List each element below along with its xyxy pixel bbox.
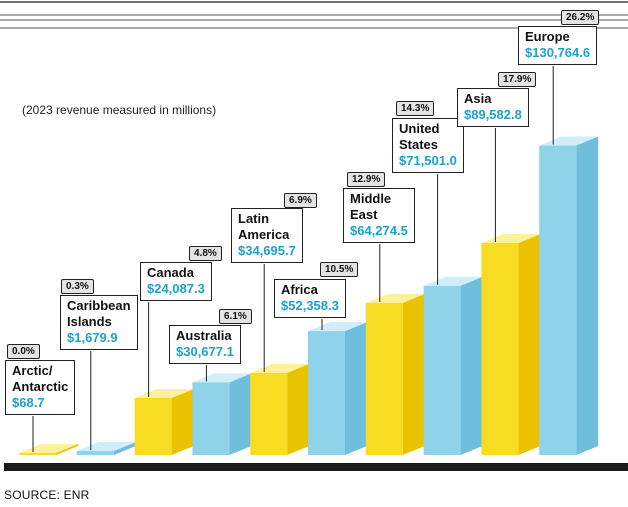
- bar-top: [134, 388, 194, 398]
- bar-10: [539, 136, 599, 455]
- region-name: Arctic/ Antarctic: [12, 363, 69, 394]
- revenue-value: $24,087.3: [147, 281, 205, 296]
- share-badge-4: 6.1%: [219, 309, 252, 324]
- revenue-value: $89,582.8: [464, 107, 522, 122]
- bar-label-4: Australia $30,677.1: [169, 325, 241, 364]
- bar-top: [76, 442, 136, 452]
- bar-label-8: United States $71,501.0: [392, 118, 464, 173]
- region-name: Africa: [281, 282, 318, 297]
- bars-group: [19, 136, 599, 455]
- bar-label-9: Asia $89,582.8: [457, 88, 529, 127]
- region-name: Europe: [525, 29, 570, 44]
- share-badge-3: 4.8%: [189, 246, 222, 261]
- bar-1: [19, 444, 78, 455]
- bar-top: [19, 444, 78, 453]
- bar-top: [308, 322, 367, 332]
- share-badge-5: 6.9%: [284, 193, 317, 208]
- bar-side: [171, 388, 194, 455]
- bar-label-5: Latin America $34,695.7: [231, 208, 303, 263]
- bar-side: [518, 234, 541, 455]
- bar-8: [423, 276, 483, 455]
- leader-lines: [32, 66, 554, 452]
- region-name: Middle East: [350, 191, 392, 222]
- revenue-value: $52,358.3: [281, 298, 339, 313]
- bar-side: [576, 136, 599, 455]
- bar-side: [56, 444, 78, 455]
- baseline: [4, 463, 628, 471]
- share-badge-9: 17.9%: [498, 72, 537, 87]
- bar-top: [192, 373, 252, 383]
- bar-top: [423, 276, 483, 286]
- share-badge-1: 0.0%: [7, 344, 40, 359]
- bar-front: [308, 331, 345, 455]
- source-note: SOURCE: ENR: [4, 488, 90, 502]
- bar-top: [250, 363, 310, 373]
- bar-top: [539, 136, 599, 146]
- bar-6: [308, 322, 367, 455]
- region-name: United States: [399, 121, 440, 152]
- bar-label-10: Europe $130,764.6: [518, 26, 598, 65]
- bar-5: [250, 363, 310, 455]
- bar-side: [345, 322, 367, 455]
- revenue-value: $34,695.7: [238, 243, 296, 258]
- revenue-value: $68.7: [12, 395, 45, 410]
- revenue-value: $30,677.1: [176, 344, 234, 359]
- bar-7: [365, 293, 425, 455]
- bar-front: [250, 372, 288, 455]
- share-badge-8: 14.3%: [396, 101, 435, 116]
- bar-4: [192, 373, 252, 455]
- region-name: Australia: [176, 328, 232, 343]
- region-name: Canada: [147, 265, 194, 280]
- bar-label-2: Caribbean Islands $1,679.9: [60, 295, 138, 350]
- bar-side: [460, 276, 483, 455]
- bar-front: [19, 453, 56, 455]
- region-name: Caribbean Islands: [67, 298, 131, 329]
- bar-label-6: Africa $52,358.3: [274, 279, 346, 318]
- share-badge-2: 0.3%: [61, 279, 94, 294]
- header-rules: [0, 1, 628, 29]
- share-badge-10: 26.2%: [561, 10, 600, 25]
- bar-side: [287, 363, 310, 455]
- bar-front: [423, 285, 461, 455]
- bar-front: [76, 451, 114, 455]
- bar-front: [539, 145, 577, 455]
- bar-side: [113, 442, 136, 455]
- bar-side: [402, 293, 425, 455]
- chart-subtitle: (2023 revenue measured in millions): [22, 103, 217, 117]
- region-name: Asia: [464, 91, 492, 106]
- revenue-value: $71,501.0: [399, 153, 457, 168]
- revenue-value: $64,274.5: [350, 223, 408, 238]
- bar-front: [481, 243, 519, 455]
- revenue-value: $130,764.6: [525, 45, 591, 60]
- bar-9: [481, 234, 541, 455]
- share-badge-6: 10.5%: [320, 262, 359, 277]
- bar-2: [76, 442, 136, 455]
- bar-top: [365, 293, 425, 303]
- bar-front: [192, 382, 230, 455]
- bar-front: [134, 397, 172, 455]
- share-badge-7: 12.9%: [347, 172, 386, 187]
- bar-top: [481, 234, 541, 244]
- bar-front: [365, 302, 403, 455]
- bar-label-3: Canada $24,087.3: [140, 262, 212, 301]
- bar-label-1: Arctic/ Antarctic $68.7: [5, 360, 76, 415]
- bar-side: [229, 373, 252, 455]
- region-name: Latin America: [238, 211, 290, 242]
- revenue-value: $1,679.9: [67, 330, 118, 345]
- bar-label-7: Middle East $64,274.5: [343, 188, 415, 243]
- bar-3: [134, 388, 194, 455]
